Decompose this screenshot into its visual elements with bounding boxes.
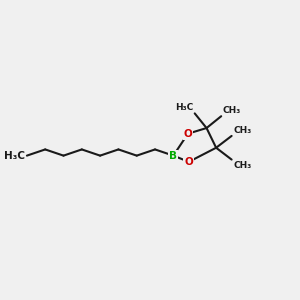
Text: O: O xyxy=(184,157,193,167)
Text: CH₃: CH₃ xyxy=(223,106,241,115)
Text: H₃C: H₃C xyxy=(175,103,193,112)
Text: H₃C: H₃C xyxy=(4,151,25,160)
Text: O: O xyxy=(184,129,192,139)
Text: CH₃: CH₃ xyxy=(233,125,251,134)
Text: B: B xyxy=(169,151,177,160)
Text: CH₃: CH₃ xyxy=(233,161,251,170)
